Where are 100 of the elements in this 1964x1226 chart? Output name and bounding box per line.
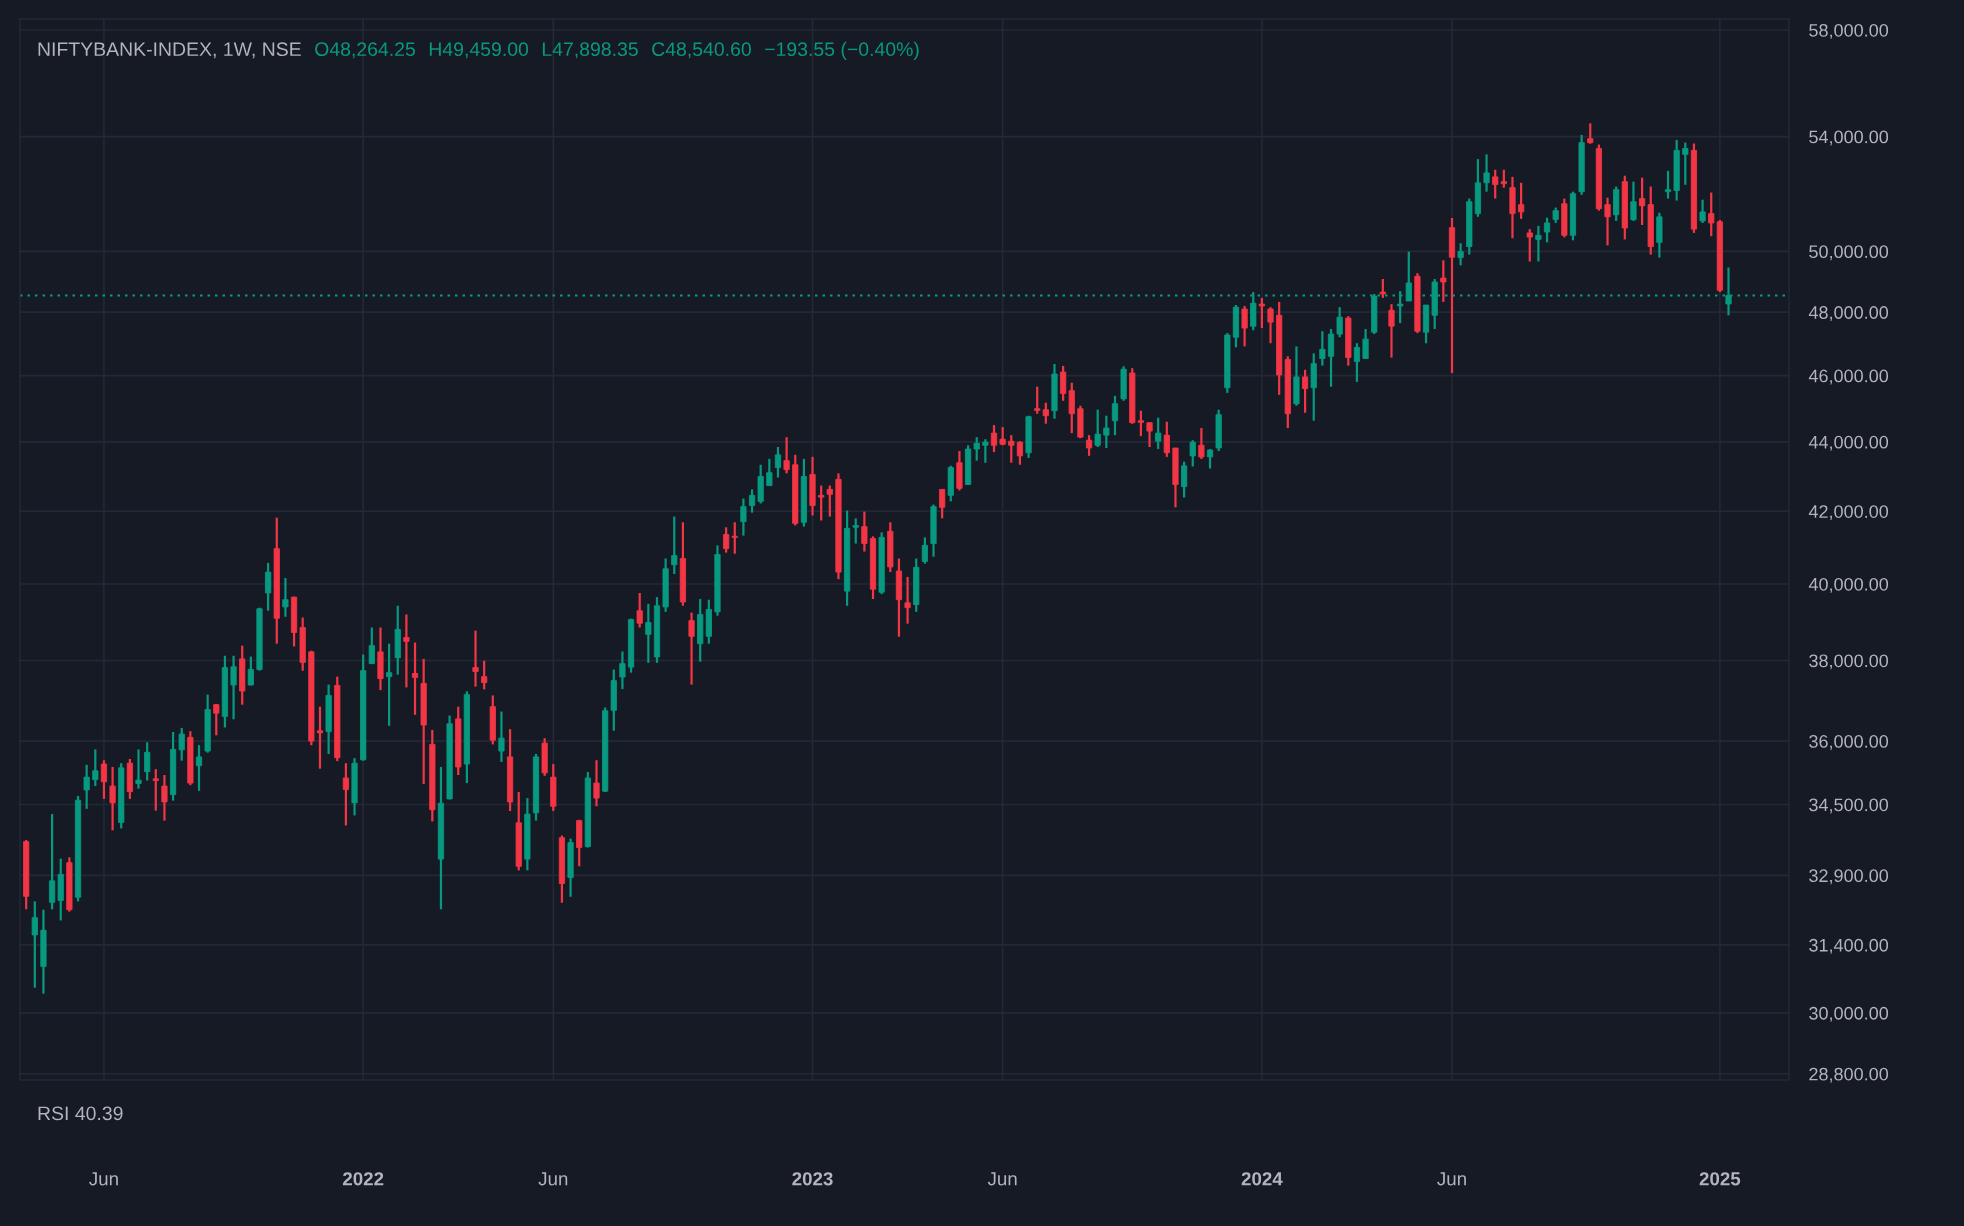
candlestick (1319, 330, 1326, 367)
candlestick (1664, 169, 1672, 200)
candlestick (1155, 416, 1162, 451)
candlestick (1146, 421, 1153, 449)
candlestick (645, 602, 652, 664)
candlestick (973, 436, 980, 462)
candlestick (1189, 439, 1196, 468)
candlestick (636, 591, 643, 629)
candlestick (472, 629, 479, 688)
candlestick (671, 515, 678, 576)
candlestick (1699, 198, 1706, 225)
candlestick (1310, 352, 1317, 422)
candlestick (1094, 408, 1101, 449)
candlestick (1206, 447, 1214, 470)
candlestick (731, 521, 738, 555)
candlestick (818, 484, 825, 522)
y-tick-label: 34,500.00 (1809, 798, 1889, 814)
y-tick-label: 54,000.00 (1809, 130, 1889, 146)
candlestick (1103, 414, 1110, 450)
candlestick (213, 702, 220, 737)
candlestick (247, 655, 254, 687)
candlestick (161, 773, 168, 822)
candlestick (368, 626, 375, 665)
candlestick (1483, 153, 1490, 193)
candlestick (1492, 168, 1499, 200)
annotation: O48,264.25 (315, 42, 415, 59)
annotation: −193.55 (−0.40%) (765, 41, 919, 60)
candlestick (982, 438, 989, 464)
candlestick (1587, 122, 1594, 145)
candlestick (31, 900, 38, 989)
candlestick (748, 488, 756, 514)
candlestick (1181, 460, 1188, 499)
candlestick (1267, 306, 1274, 345)
candlestick (904, 575, 911, 625)
candlestick (740, 497, 747, 537)
candlestick (386, 642, 393, 727)
candlestick (1708, 191, 1715, 238)
y-tick-label: 58,000.00 (1809, 23, 1889, 39)
x-tick-label: 2025 (1699, 1172, 1741, 1186)
candlestick (83, 763, 90, 810)
y-tick-label: 42,000.00 (1808, 505, 1889, 521)
candlestick (921, 536, 928, 565)
candlestick (411, 641, 419, 716)
candlestick (1060, 364, 1067, 402)
candlestick (688, 611, 695, 686)
y-tick-label: 36,000.00 (1809, 735, 1889, 750)
y-tick-label: 48,000.00 (1808, 306, 1889, 322)
annotation: L47,898.35 (542, 42, 638, 59)
candlestick (826, 484, 833, 518)
candlestick (861, 510, 868, 553)
candlestick (481, 659, 488, 691)
text: RSI 40.39 (38, 1106, 123, 1121)
candlestick (1630, 180, 1637, 223)
candlestick (1042, 401, 1049, 425)
candlestick (1543, 216, 1551, 244)
candlestick (230, 654, 237, 721)
y-tick-label: 38,000.00 (1809, 654, 1889, 670)
candlestick (1388, 303, 1395, 359)
x-tick-label: Jun (987, 1172, 1017, 1186)
candlestick (1068, 381, 1075, 435)
x-tick-label: Jun (1437, 1172, 1466, 1186)
y-tick-label: 50,000.00 (1809, 245, 1889, 261)
y-tick-label: 46,000.00 (1808, 369, 1889, 385)
candlestick (1362, 327, 1369, 360)
candlestick (1379, 277, 1386, 300)
candlestick (282, 576, 289, 618)
candlestick (144, 741, 151, 782)
candlestick (990, 423, 998, 454)
candlestick (265, 561, 272, 612)
x-tick-label: Jun (538, 1172, 568, 1186)
candlestick (1682, 141, 1689, 186)
y-tick-label: 30,000.00 (1809, 1006, 1889, 1022)
candlestick (619, 650, 626, 691)
candlestick (1163, 420, 1170, 458)
candlestick (195, 744, 203, 792)
candlestick (852, 517, 859, 545)
candlestick (498, 710, 505, 764)
candlestick (1016, 440, 1024, 466)
candlestick (1526, 227, 1533, 263)
candlestick (1085, 434, 1093, 457)
candlestick (1034, 385, 1041, 415)
candlestick (1241, 304, 1248, 348)
candlestick (1198, 426, 1205, 461)
candlestick (135, 748, 142, 790)
y-tick-label: 28,800.00 (1809, 1067, 1889, 1083)
candlestick (766, 457, 773, 487)
annotation: H49,459.00 (429, 42, 529, 59)
text: NIFTYBANK-INDEX, 1W, NSE (38, 42, 301, 59)
y-tick-label: 31,400.00 (1809, 938, 1889, 954)
candlestick (1440, 259, 1447, 304)
candlestick (1137, 409, 1144, 438)
candlestick (723, 526, 730, 554)
candlestick (316, 705, 324, 770)
candlestick (92, 748, 99, 788)
candlestick (1258, 296, 1265, 330)
x-tick-label: 2022 (342, 1172, 384, 1186)
candlestick (593, 759, 600, 808)
candlestick (403, 613, 410, 689)
x-tick-label: 2024 (1241, 1172, 1283, 1186)
candlestick (1535, 224, 1542, 263)
